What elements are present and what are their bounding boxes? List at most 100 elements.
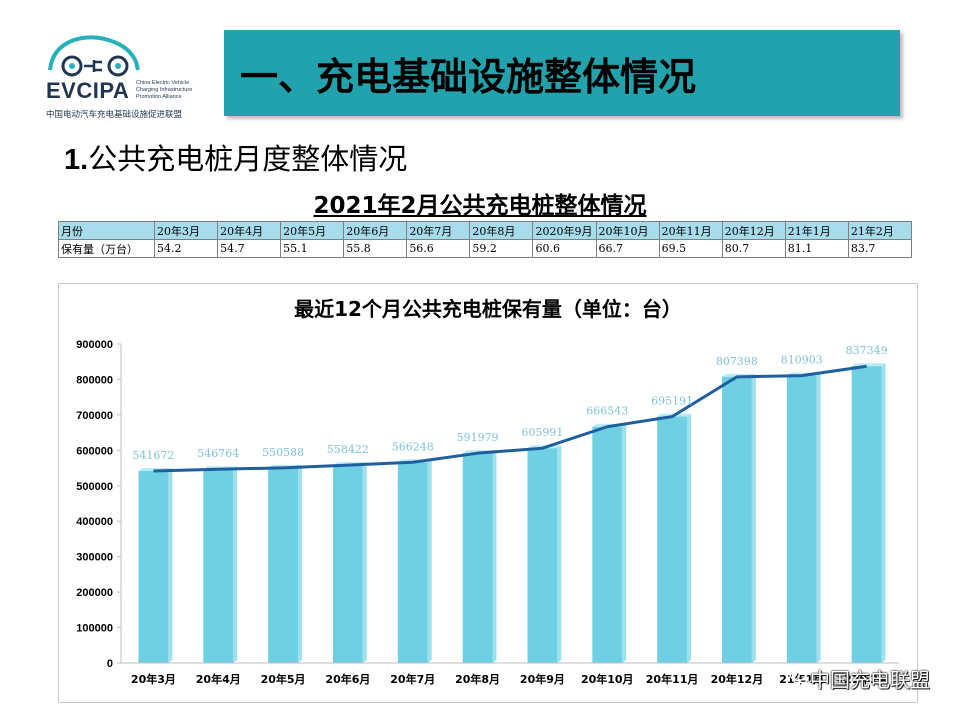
trend-line <box>153 364 867 473</box>
bar <box>333 465 363 663</box>
table-cell: 56.6 <box>406 239 471 258</box>
data-label: 810903 <box>781 354 823 367</box>
bar-side <box>557 445 562 663</box>
x-tick-label: 20年7月 <box>390 672 435 686</box>
y-tick-label: 200000 <box>76 587 113 599</box>
data-label: 666543 <box>586 405 628 418</box>
table-header-cell: 20年3月 <box>153 221 219 240</box>
data-label: 546764 <box>197 447 239 460</box>
bar-side <box>686 413 691 663</box>
table-header-row: 月份 20年3月 20年4月 20年5月 20年6月 20年7月 20年8月 2… <box>58 221 913 240</box>
y-tick-label: 0 <box>107 658 113 670</box>
bar-top <box>851 363 886 367</box>
car-plug-logo-icon <box>48 35 140 77</box>
data-label: 695191 <box>651 395 693 408</box>
x-tick-label: 20年11月 <box>646 672 699 686</box>
logo-name: EVCIPA <box>46 78 130 103</box>
data-label: 591979 <box>457 431 499 444</box>
bar <box>851 366 882 663</box>
bar <box>592 426 623 663</box>
y-tick-label: 400000 <box>76 516 113 528</box>
bar <box>527 448 558 663</box>
y-tick-label: 800000 <box>76 374 113 386</box>
bar <box>722 376 752 663</box>
logo-english-line-1: China Electric Vehicle <box>136 80 190 86</box>
table-row: 保有量（万台） 54.2 54.7 55.1 55.8 56.6 59.2 60… <box>58 239 913 258</box>
y-axis: 0 100000 200000 300000 400000 500000 600000 700… <box>76 339 122 670</box>
bar <box>397 462 428 663</box>
y-tick-label: 900000 <box>76 339 113 351</box>
x-tick-label: 20年10月 <box>581 672 634 686</box>
x-tick-label: 20年9月 <box>520 672 565 686</box>
data-label: 605991 <box>521 426 563 439</box>
table-cell: 54.2 <box>153 239 219 258</box>
table-cell: 83.7 <box>847 239 913 258</box>
x-tick-label: 20年12月 <box>711 672 764 686</box>
table-cell: 59.2 <box>469 239 534 258</box>
data-label: 558422 <box>327 443 369 456</box>
bar <box>462 453 493 663</box>
chart-title: 最近12个月公共充电桩保有量（单位：台） <box>294 297 682 321</box>
table-cell: 81.1 <box>784 239 849 258</box>
bar-side <box>233 466 238 663</box>
logo-chinese-name: 中国电动汽车充电基础设施促进联盟 <box>46 110 183 120</box>
bar-side <box>492 450 497 663</box>
data-label: 550588 <box>262 446 304 459</box>
value-labels: 541672 546764 550588 558422 566248 591979 6059… <box>132 344 887 462</box>
logo-english-line-3: Promotion Alliance <box>136 94 182 100</box>
logo-english: China Electric Vehicle Charging Infrastr… <box>136 80 216 101</box>
table-header-cell: 21年2月 <box>847 221 913 240</box>
table-header-cell: 月份 <box>58 221 155 240</box>
bar-side <box>622 423 627 663</box>
y-tick-label: 100000 <box>76 623 113 635</box>
data-label: 566248 <box>392 440 434 453</box>
table-cell: 保有量（万台） <box>58 239 155 258</box>
table-header-cell: 20年4月 <box>217 221 282 240</box>
bar-side <box>427 459 432 663</box>
y-tick-label: 700000 <box>76 410 113 422</box>
title-banner: 一、充电基础设施整体情况 <box>224 30 900 116</box>
table-cell: 60.6 <box>532 239 597 258</box>
table-header-cell: 20年5月 <box>280 221 345 240</box>
x-tick-label: 20年4月 <box>196 672 241 686</box>
table-title: 2021年2月公共充电桩整体情况 <box>313 193 647 219</box>
y-tick-label: 500000 <box>76 481 113 493</box>
x-axis: 20年3月 20年4月 20年5月 20年6月 20年7月 20年8月 20年9月 20年10… <box>121 662 899 686</box>
y-tick-label: 300000 <box>76 552 113 564</box>
data-label: 807398 <box>716 355 758 368</box>
bar <box>657 416 687 663</box>
bar-side <box>816 372 821 663</box>
y-tick-label: 600000 <box>76 445 113 457</box>
x-tick-label: 20年8月 <box>455 672 500 686</box>
watermark: 中国充电联盟 <box>810 668 930 692</box>
table-cell: 55.1 <box>280 239 345 258</box>
bar <box>203 469 234 663</box>
data-label: 541672 <box>132 449 174 462</box>
trend-line-layer <box>153 364 867 473</box>
x-tick-label: 21年2月 <box>844 672 889 686</box>
bar-chart: 最近12个月公共充电桩保有量（单位：台） 0 100000 200000 300000… <box>76 297 899 686</box>
summary-table: 月份 20年3月 20年4月 20年5月 20年6月 20年7月 20年8月 2… <box>58 221 913 258</box>
bar-side <box>297 464 302 663</box>
logo-english-line-2: Charging Infrastructure <box>136 87 193 93</box>
data-label: 837349 <box>846 344 888 357</box>
section-heading: 1.公共充电桩月度整体情况 <box>64 136 407 178</box>
bar <box>138 471 169 663</box>
table-header-cell: 20年10月 <box>595 221 660 240</box>
x-tick-label: 20年6月 <box>325 672 370 686</box>
wechat-icon <box>789 666 813 685</box>
table-cell: 55.8 <box>343 239 408 258</box>
bar <box>268 467 298 663</box>
table-cell: 66.7 <box>595 239 660 258</box>
bar-side <box>168 468 173 663</box>
bar-side <box>362 462 367 663</box>
table-header-cell: 20年11月 <box>658 221 723 240</box>
table-header-cell: 20年6月 <box>343 221 408 240</box>
page-title: 一、充电基础设施整体情况 <box>240 55 697 99</box>
x-tick-label: 20年5月 <box>261 672 306 686</box>
table-cell: 54.7 <box>217 239 282 258</box>
table-header-cell: 20年7月 <box>406 221 471 240</box>
bar <box>786 375 817 663</box>
chart-panel: 最近12个月公共充电桩保有量（单位：台） 0 100000 200000 300000… <box>58 283 918 703</box>
table-cell: 69.5 <box>658 239 723 258</box>
